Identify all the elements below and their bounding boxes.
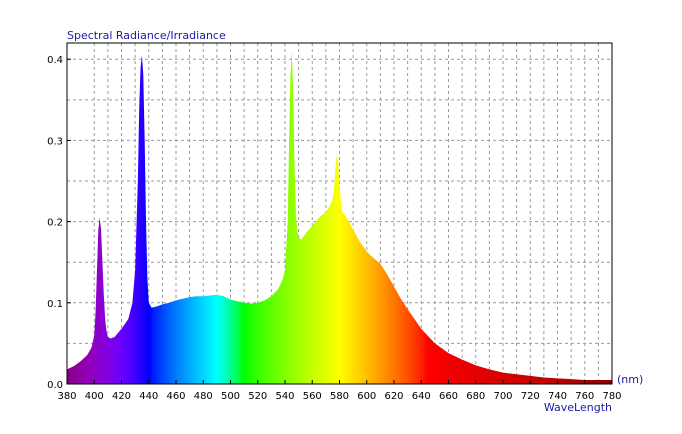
x-tick-label: 640 xyxy=(412,391,431,402)
y-tick-label: 0.4 xyxy=(47,55,63,66)
y-tick-label: 0.1 xyxy=(47,299,63,310)
spectrum-area xyxy=(67,51,612,385)
x-tick-label: 720 xyxy=(521,391,540,402)
x-tick-label: 760 xyxy=(575,391,594,402)
x-tick-label: 500 xyxy=(221,391,240,402)
x-tick-label: 460 xyxy=(166,391,185,402)
x-axis-unit: (nm) xyxy=(617,373,643,386)
x-tick-label: 680 xyxy=(466,391,485,402)
x-axis-label: WaveLength xyxy=(544,401,612,414)
x-tick-label: 480 xyxy=(194,391,213,402)
x-tick-label: 400 xyxy=(85,391,104,402)
x-tick-label: 780 xyxy=(602,391,621,402)
x-tick-label: 620 xyxy=(384,391,403,402)
spectrum-series-area xyxy=(67,51,612,385)
chart-title: Spectral Radiance/Irradiance xyxy=(67,29,226,42)
x-tick-label: 560 xyxy=(303,391,322,402)
x-tick-label: 380 xyxy=(57,391,76,402)
x-tick-label: 540 xyxy=(275,391,294,402)
x-tick-label: 440 xyxy=(139,391,158,402)
y-tick-label: 0.2 xyxy=(47,218,63,229)
x-tick-label: 740 xyxy=(548,391,567,402)
y-tick-label: 0.0 xyxy=(47,380,63,391)
x-tick-label: 520 xyxy=(248,391,267,402)
x-tick-label: 660 xyxy=(439,391,458,402)
y-tick-label: 0.3 xyxy=(47,136,63,147)
x-tick-label: 700 xyxy=(493,391,512,402)
x-tick-label: 580 xyxy=(330,391,349,402)
x-axis-ticks: 380 400 420 440 460 480 500 520 540 560 580 600 620 6… xyxy=(57,380,622,402)
y-axis-ticks: 0.0 0.1 0.2 0.3 0.4 xyxy=(47,55,71,391)
x-tick-label: 600 xyxy=(357,391,376,402)
x-tick-label: 420 xyxy=(112,391,131,402)
